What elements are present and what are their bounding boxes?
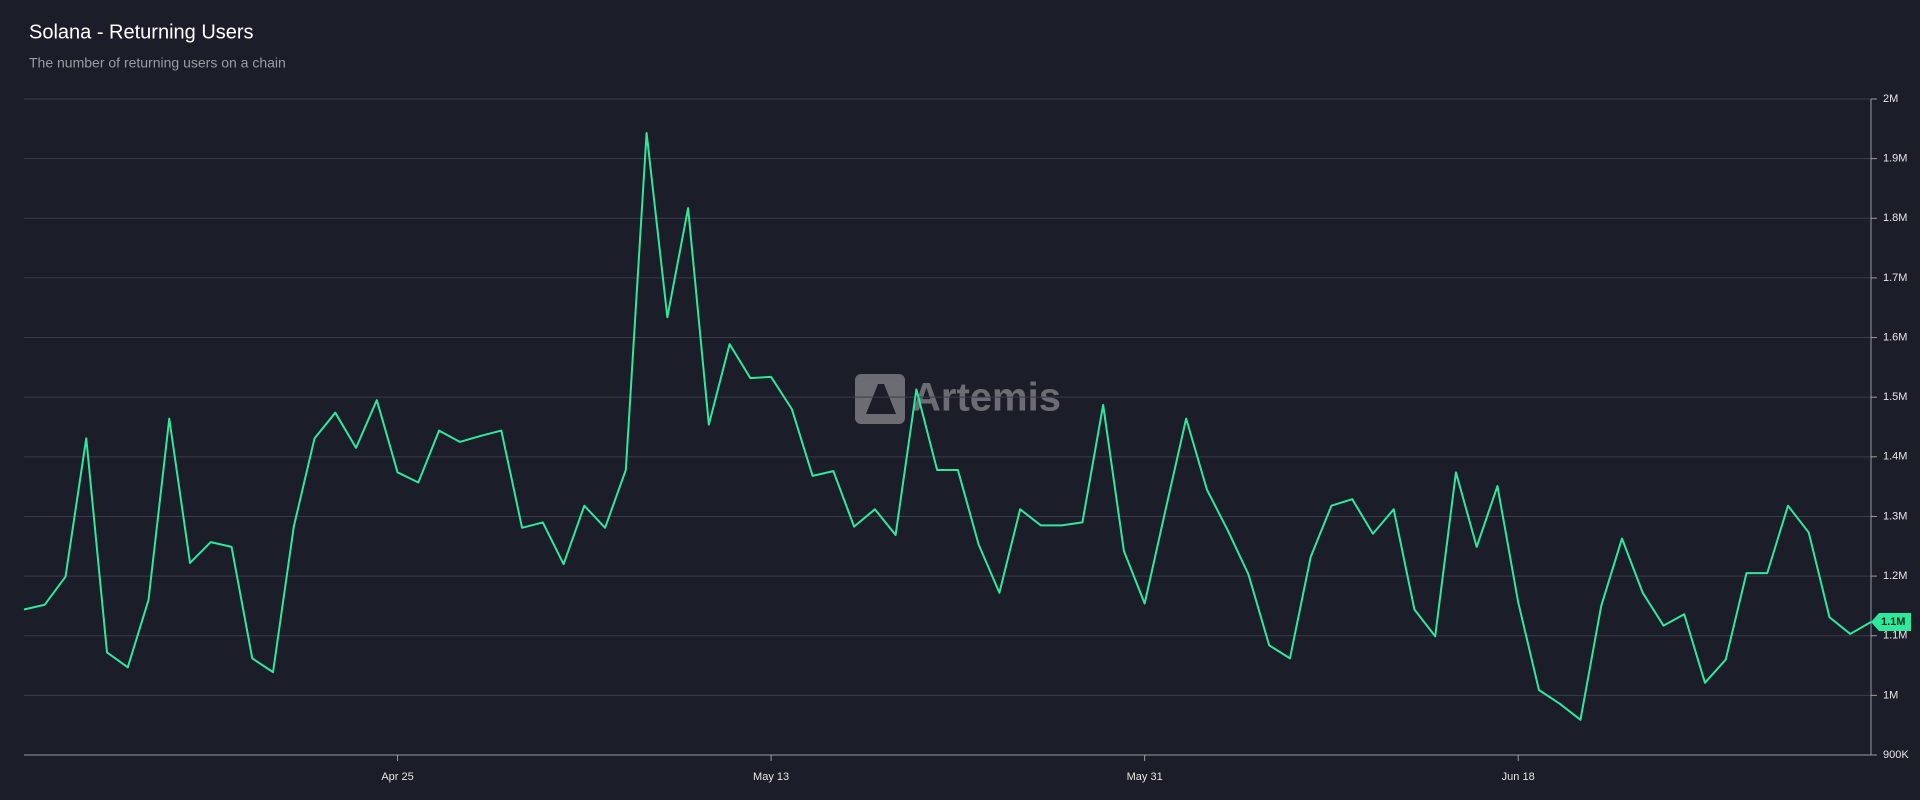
y-tick-label: 900K <box>1883 749 1909 761</box>
watermark-logo <box>855 374 905 424</box>
y-tick-label: 1.3M <box>1883 510 1907 522</box>
chart-subtitle: The number of returning users on a chain <box>29 55 286 71</box>
x-tick-label: Apr 25 <box>381 771 413 783</box>
y-tick-label: 1M <box>1883 689 1898 701</box>
y-tick-label: 1.6M <box>1883 331 1907 343</box>
y-tick-label: 1.4M <box>1883 451 1907 463</box>
last-value-tag <box>1871 613 1911 632</box>
last-value-label: 1.1M <box>1881 616 1905 628</box>
y-tick-label: 1.8M <box>1883 212 1907 224</box>
y-tick-label: 1.5M <box>1883 391 1907 403</box>
x-tick-label: May 13 <box>753 771 789 783</box>
data-line <box>23 131 1872 721</box>
y-tick-label: 1.7M <box>1883 272 1907 284</box>
x-tick-label: Jun 18 <box>1502 771 1535 783</box>
x-tick-label: May 31 <box>1127 771 1163 783</box>
y-tick-label: 1.2M <box>1883 570 1907 582</box>
y-tick-label: 2M <box>1883 93 1898 105</box>
y-tick-label: 1.1M <box>1883 630 1907 642</box>
chart-title: Solana - Returning Users <box>29 21 254 43</box>
y-tick-label: 1.9M <box>1883 153 1907 165</box>
